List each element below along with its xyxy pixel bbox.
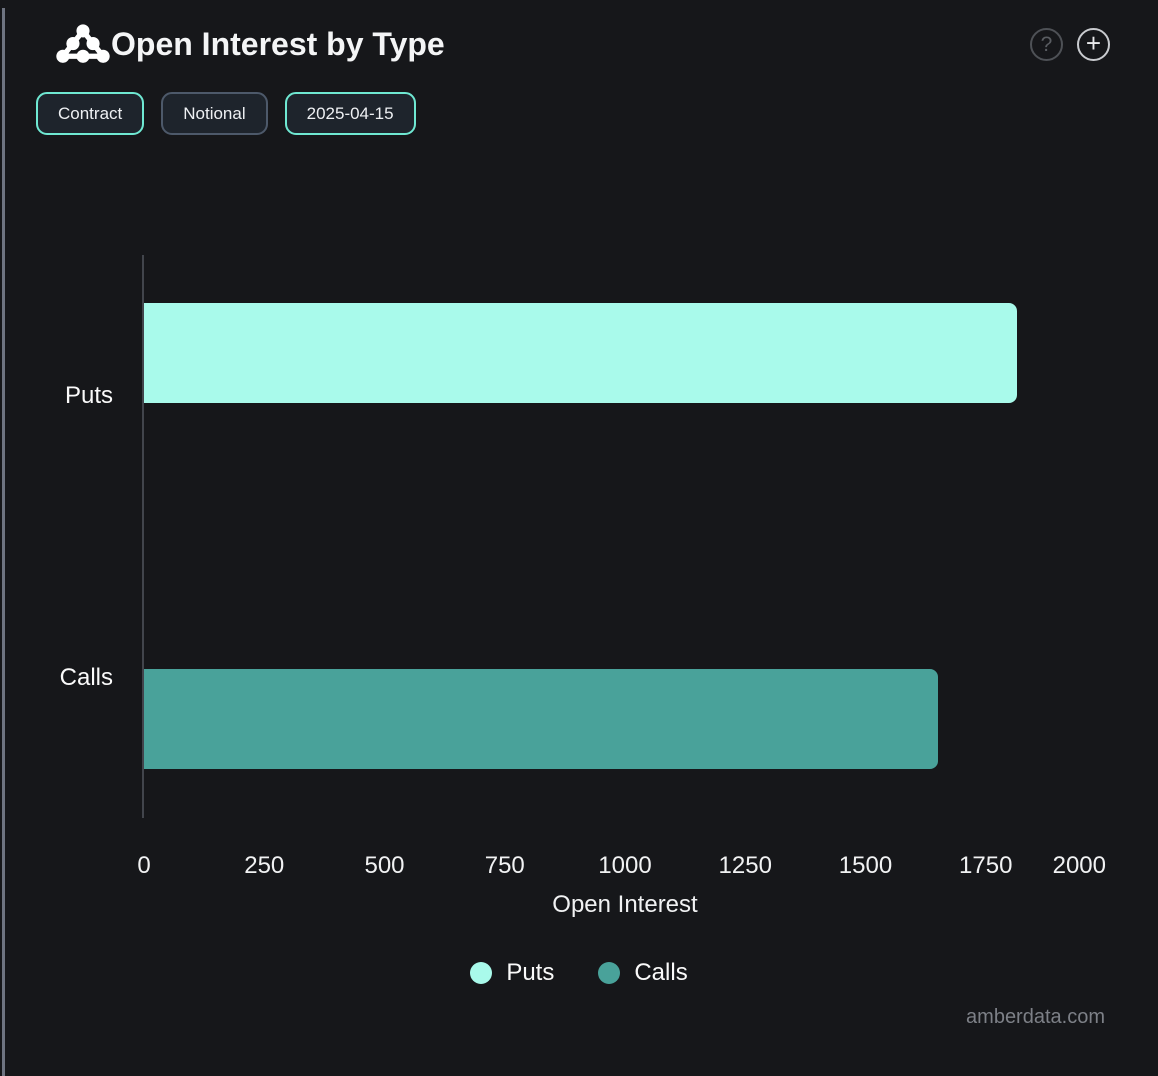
watermark: amberdata.com — [966, 1006, 1105, 1028]
legend-item-calls[interactable]: Calls — [598, 959, 688, 987]
x-axis-title: Open Interest — [552, 891, 698, 918]
legend-label-calls: Calls — [634, 959, 688, 986]
x-axis-tick-1750: 1750 — [959, 852, 1013, 879]
legend-dot-calls — [598, 962, 621, 984]
y-axis-label-calls: Calls — [59, 664, 113, 691]
x-axis-tick-2000: 2000 — [1052, 852, 1106, 879]
widget-header: Open Interest by Type ? + — [55, 18, 1110, 70]
header-actions: ? + — [1030, 27, 1110, 61]
legend-item-puts[interactable]: Puts — [470, 959, 554, 987]
add-icon[interactable]: + — [1077, 27, 1110, 61]
filter-button-date[interactable]: 2025-04-15 — [284, 92, 416, 135]
y-axis-line — [142, 255, 144, 818]
filter-button-contract[interactable]: Contract — [36, 92, 145, 135]
x-axis-tick-1000: 1000 — [598, 852, 652, 879]
panel-left-border — [2, 8, 5, 1076]
filter-toolbar: Contract Notional 2025-04-15 — [36, 92, 416, 135]
chart-legend: Puts Calls — [0, 959, 1158, 987]
x-axis-tick-250: 250 — [244, 852, 285, 879]
help-icon[interactable]: ? — [1030, 27, 1063, 61]
x-axis-ticks: 0 250 500 750 1000 1250 1500 1750 2000 — [137, 852, 1106, 882]
x-axis-tick-0: 0 — [137, 852, 151, 879]
filter-button-notional[interactable]: Notional — [161, 92, 268, 135]
bar-puts[interactable] — [144, 303, 1017, 403]
y-axis-label-puts: Puts — [64, 382, 113, 409]
x-axis-tick-500: 500 — [364, 852, 405, 879]
cluster-dots-icon — [56, 24, 110, 63]
x-axis-tick-1500: 1500 — [838, 852, 893, 879]
legend-dot-puts — [470, 962, 493, 984]
legend-label-puts: Puts — [506, 959, 555, 986]
x-axis-tick-750: 750 — [484, 852, 525, 879]
page-title: Open Interest by Type — [111, 25, 445, 62]
bar-calls[interactable] — [144, 669, 938, 769]
x-axis-tick-1250: 1250 — [718, 852, 772, 879]
